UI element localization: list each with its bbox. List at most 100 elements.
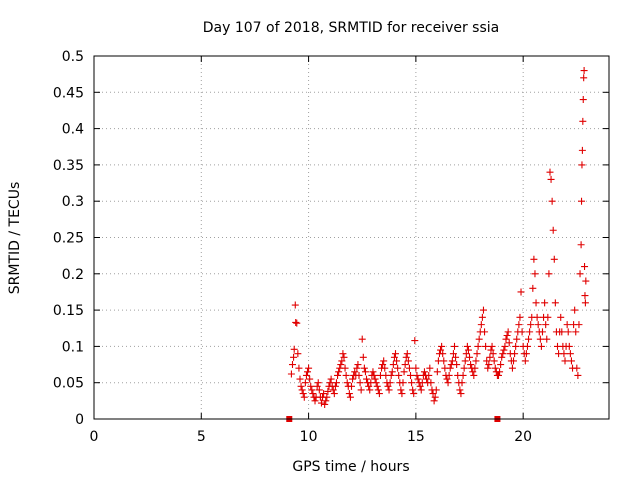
chart-title: Day 107 of 2018, SRMTID for receiver ssi…	[203, 20, 499, 36]
data-point	[420, 368, 428, 376]
data-point	[578, 197, 586, 205]
data-point	[572, 328, 580, 336]
data-point	[287, 370, 295, 378]
data-point	[513, 335, 521, 343]
data-point	[305, 364, 313, 372]
data-point	[307, 382, 315, 390]
data-point	[356, 379, 364, 387]
data-point	[427, 379, 435, 387]
data-point	[416, 382, 424, 390]
data-point	[431, 393, 439, 401]
data-point	[452, 353, 460, 361]
data-point	[343, 379, 351, 387]
data-point	[485, 361, 493, 369]
data-point	[564, 328, 572, 336]
data-point	[438, 342, 446, 350]
data-point	[536, 335, 544, 343]
data-point	[475, 335, 483, 343]
data-point	[549, 226, 557, 234]
data-point	[371, 375, 379, 383]
data-point	[342, 371, 350, 379]
data-point	[462, 350, 470, 358]
data-point	[321, 400, 329, 408]
data-point	[581, 299, 589, 307]
data-point	[323, 393, 331, 401]
data-point	[358, 335, 366, 343]
data-point	[315, 386, 323, 394]
data-point	[571, 306, 579, 314]
data-point	[470, 371, 478, 379]
data-point	[322, 397, 330, 405]
data-point	[313, 382, 321, 390]
data-point	[437, 346, 445, 354]
data-point	[489, 350, 497, 358]
y-tick-label: 0.3	[62, 194, 84, 210]
data-point	[394, 364, 402, 372]
data-point	[451, 342, 458, 350]
data-point	[297, 382, 305, 390]
data-point	[299, 390, 307, 398]
data-point	[526, 328, 534, 336]
data-point	[429, 390, 437, 398]
data-point	[508, 364, 516, 372]
data-point	[582, 277, 590, 285]
x-axis-label: GPS time / hours	[292, 459, 409, 475]
data-point	[414, 375, 422, 383]
data-point	[314, 379, 322, 387]
y-tick-label: 0.2	[62, 267, 84, 283]
data-points	[286, 67, 590, 422]
data-point	[363, 375, 371, 383]
data-point	[301, 379, 309, 387]
data-point	[337, 361, 345, 369]
data-point	[459, 371, 467, 379]
data-point	[399, 379, 407, 387]
data-point	[395, 371, 403, 379]
data-point	[379, 361, 387, 369]
data-point	[457, 390, 465, 398]
data-point	[387, 371, 395, 379]
data-point	[581, 263, 589, 271]
data-point	[551, 299, 559, 307]
data-point	[541, 299, 549, 307]
data-point	[578, 146, 586, 154]
data-point	[578, 161, 586, 169]
data-point	[557, 313, 565, 321]
data-point	[550, 255, 558, 263]
data-point	[440, 357, 448, 365]
data-point	[522, 350, 530, 358]
data-point	[374, 386, 382, 394]
data-point	[490, 357, 498, 365]
data-point	[335, 368, 343, 376]
data-point	[330, 390, 338, 398]
data-point	[560, 350, 568, 358]
data-point	[309, 390, 317, 398]
data-point	[294, 350, 302, 358]
data-point	[542, 321, 550, 329]
data-point	[502, 335, 510, 343]
x-tick-label: 15	[407, 429, 425, 445]
data-point	[311, 397, 319, 405]
data-point	[579, 96, 587, 104]
data-point	[478, 313, 486, 321]
data-point	[461, 357, 469, 365]
data-point	[397, 386, 405, 394]
data-point	[417, 386, 425, 394]
data-point	[412, 364, 420, 372]
data-point	[483, 357, 491, 365]
data-point	[324, 387, 332, 395]
data-point	[511, 350, 519, 358]
data-point	[482, 342, 490, 350]
data-point	[340, 353, 348, 361]
data-point	[372, 379, 380, 387]
data-point	[391, 350, 399, 358]
data-point	[302, 371, 310, 379]
data-point	[501, 342, 509, 350]
data-point	[534, 321, 542, 329]
data-point	[369, 368, 377, 376]
data-point	[472, 357, 480, 365]
data-point	[327, 375, 335, 383]
data-point	[479, 306, 487, 314]
data-point	[366, 386, 374, 394]
grid-lines	[94, 56, 609, 419]
data-point	[518, 328, 526, 336]
